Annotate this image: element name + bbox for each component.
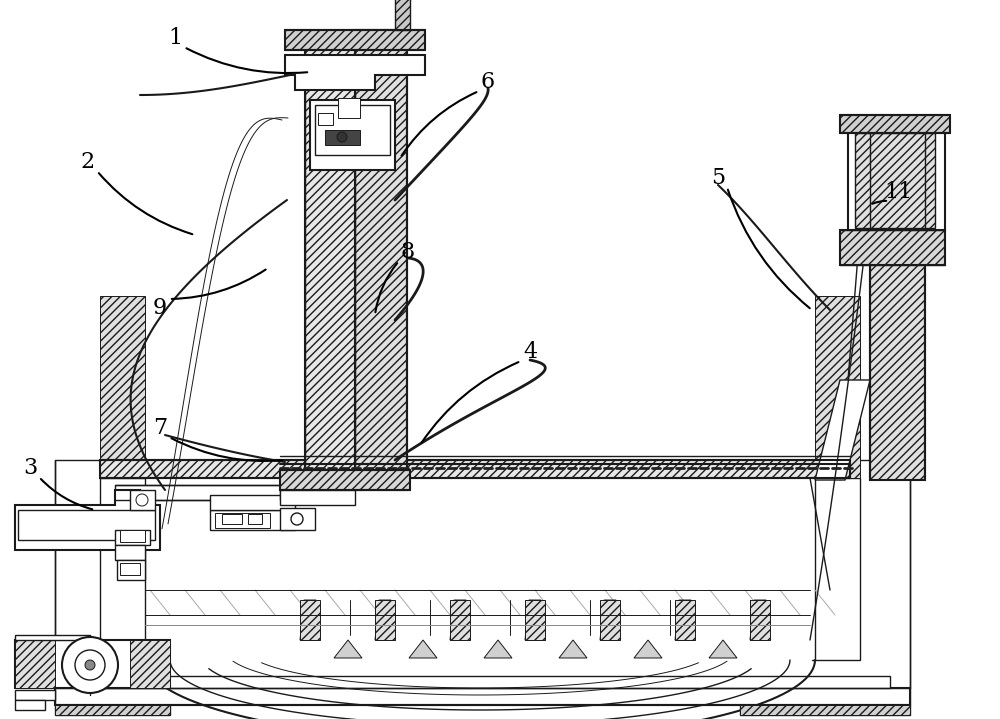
Bar: [100, 460, 850, 478]
Polygon shape: [334, 640, 362, 658]
Bar: [115, 485, 295, 500]
Polygon shape: [848, 130, 945, 230]
Polygon shape: [130, 490, 155, 510]
Polygon shape: [75, 676, 890, 688]
Polygon shape: [600, 600, 620, 640]
Bar: [55, 705, 170, 715]
Polygon shape: [280, 490, 310, 500]
Bar: [15, 640, 55, 688]
Polygon shape: [215, 513, 270, 528]
Polygon shape: [450, 600, 470, 640]
Polygon shape: [675, 600, 695, 640]
Circle shape: [136, 494, 148, 506]
Polygon shape: [285, 55, 425, 90]
Polygon shape: [55, 460, 910, 688]
Bar: [318, 113, 333, 125]
Text: 5: 5: [711, 167, 725, 189]
Bar: [355, 30, 407, 490]
Polygon shape: [15, 700, 45, 710]
Bar: [840, 230, 945, 265]
Polygon shape: [315, 105, 390, 155]
Polygon shape: [15, 640, 170, 688]
Text: 3: 3: [23, 457, 37, 479]
Circle shape: [75, 650, 105, 680]
Polygon shape: [375, 600, 395, 640]
Bar: [375, 600, 395, 640]
Bar: [750, 600, 770, 640]
Bar: [338, 98, 360, 118]
Bar: [120, 563, 140, 575]
Bar: [300, 600, 320, 640]
Bar: [248, 514, 262, 524]
Polygon shape: [815, 380, 870, 480]
Bar: [450, 600, 470, 640]
Bar: [280, 470, 410, 490]
Polygon shape: [18, 510, 155, 540]
Bar: [870, 250, 925, 480]
Polygon shape: [210, 495, 295, 510]
Text: 2: 2: [81, 151, 95, 173]
Polygon shape: [15, 690, 55, 700]
Text: 1: 1: [168, 27, 182, 49]
Polygon shape: [280, 490, 355, 505]
Polygon shape: [100, 478, 145, 660]
Polygon shape: [210, 510, 295, 530]
Circle shape: [85, 660, 95, 670]
Polygon shape: [709, 640, 737, 658]
Bar: [525, 600, 545, 640]
Bar: [100, 296, 145, 478]
Text: 11: 11: [884, 181, 912, 203]
Bar: [305, 30, 355, 490]
Polygon shape: [300, 600, 320, 640]
Bar: [395, 0, 410, 30]
Bar: [600, 600, 620, 640]
Polygon shape: [280, 508, 315, 530]
Polygon shape: [115, 530, 150, 545]
Polygon shape: [634, 640, 662, 658]
Polygon shape: [409, 640, 437, 658]
Text: 7: 7: [153, 417, 167, 439]
Bar: [855, 133, 935, 228]
Polygon shape: [484, 640, 512, 658]
Bar: [222, 514, 242, 524]
Polygon shape: [117, 560, 145, 580]
Circle shape: [337, 132, 347, 142]
Polygon shape: [559, 640, 587, 658]
Text: 6: 6: [481, 71, 495, 93]
Polygon shape: [310, 100, 395, 170]
Polygon shape: [525, 600, 545, 640]
Circle shape: [291, 513, 303, 525]
Polygon shape: [815, 478, 860, 660]
Text: 8: 8: [401, 241, 415, 263]
Polygon shape: [325, 130, 360, 145]
Bar: [285, 30, 425, 50]
Polygon shape: [55, 688, 910, 705]
Circle shape: [62, 637, 118, 693]
Polygon shape: [115, 545, 145, 560]
Bar: [130, 640, 170, 688]
Text: 9: 9: [153, 297, 167, 319]
Polygon shape: [15, 635, 90, 640]
Text: 4: 4: [523, 341, 537, 363]
Bar: [815, 296, 860, 478]
Polygon shape: [15, 490, 160, 550]
Polygon shape: [750, 600, 770, 640]
Polygon shape: [740, 705, 910, 715]
Bar: [675, 600, 695, 640]
Bar: [120, 530, 145, 542]
Bar: [840, 115, 950, 133]
Bar: [740, 705, 910, 715]
Polygon shape: [55, 705, 170, 715]
